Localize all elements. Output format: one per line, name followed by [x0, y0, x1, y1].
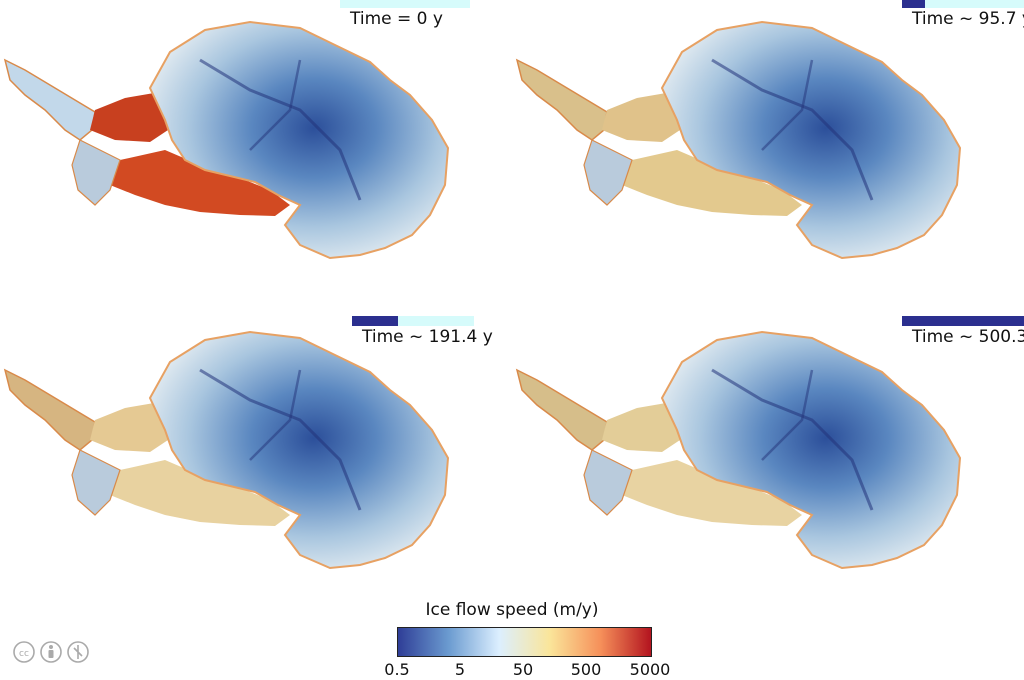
colorbar-tick: 5000 [629, 660, 671, 679]
time-progress-fill [352, 316, 399, 326]
ice-divide [249, 59, 302, 151]
colorbar-tick: 0.5 [384, 660, 410, 679]
coast-edge [71, 139, 121, 206]
ross-ice-shelf [90, 92, 175, 142]
colorbar-tick: 500 [570, 660, 602, 679]
time-progress-fill [902, 316, 1024, 326]
colorbar [397, 627, 652, 657]
ross-ice-shelf [602, 402, 687, 452]
colorbar-title: Ice flow speed (m/y) [425, 600, 599, 620]
ice-divide [711, 368, 874, 511]
ice-divide [199, 58, 362, 201]
time-progress-bar [902, 0, 1024, 8]
cc-icon: cc [13, 641, 35, 663]
by-icon [40, 641, 62, 663]
time-label: Time = 0 y [350, 9, 443, 29]
ice-sheet [148, 20, 450, 260]
map-panel-t3: Time ~ 500.3 y [512, 310, 1024, 610]
ice-speed-map [515, 330, 962, 570]
ice-shelf [622, 150, 802, 216]
time-label: Time ~ 500.3 y [912, 327, 1024, 347]
ross-ice-shelf [602, 92, 687, 142]
ice-sheet [660, 330, 962, 570]
coast-edge [71, 449, 121, 516]
ice-sheet [660, 20, 962, 260]
peninsula [3, 368, 96, 451]
map-panel-t0: Time = 0 y [0, 0, 512, 300]
ice-shelf [110, 150, 290, 216]
ice-speed-map [515, 20, 962, 260]
ice-sheet [148, 330, 450, 570]
colorbar-tick: 50 [512, 660, 534, 679]
svg-text:cc: cc [19, 649, 29, 659]
ice-divide [761, 59, 814, 151]
time-progress-bar [902, 316, 1024, 326]
time-label: Time ~ 191.4 y [362, 327, 493, 347]
map-panel-t1: Time ~ 95.7 y [512, 0, 1024, 300]
ice-divide [711, 58, 874, 201]
colorbar-tick: 5 [454, 660, 466, 679]
license-badges: cc [12, 638, 92, 670]
ice-shelf [110, 460, 290, 526]
ice-shelf [622, 460, 802, 526]
ice-divide [199, 368, 362, 511]
time-label: Time ~ 95.7 y [912, 9, 1024, 29]
peninsula [515, 58, 608, 141]
ice-speed-map [3, 20, 450, 260]
time-progress-fill [902, 0, 926, 8]
time-progress-bar [352, 316, 474, 326]
coast-edge [583, 139, 633, 206]
ross-ice-shelf [90, 402, 175, 452]
peninsula [3, 58, 96, 141]
coast-edge [583, 449, 633, 516]
ice-divide [761, 369, 814, 461]
peninsula [515, 368, 608, 451]
ice-speed-map [3, 330, 450, 570]
time-progress-bar [340, 0, 470, 8]
map-panel-t2: Time ~ 191.4 y [0, 310, 512, 610]
nc-icon [67, 641, 89, 663]
ice-divide [249, 369, 302, 461]
